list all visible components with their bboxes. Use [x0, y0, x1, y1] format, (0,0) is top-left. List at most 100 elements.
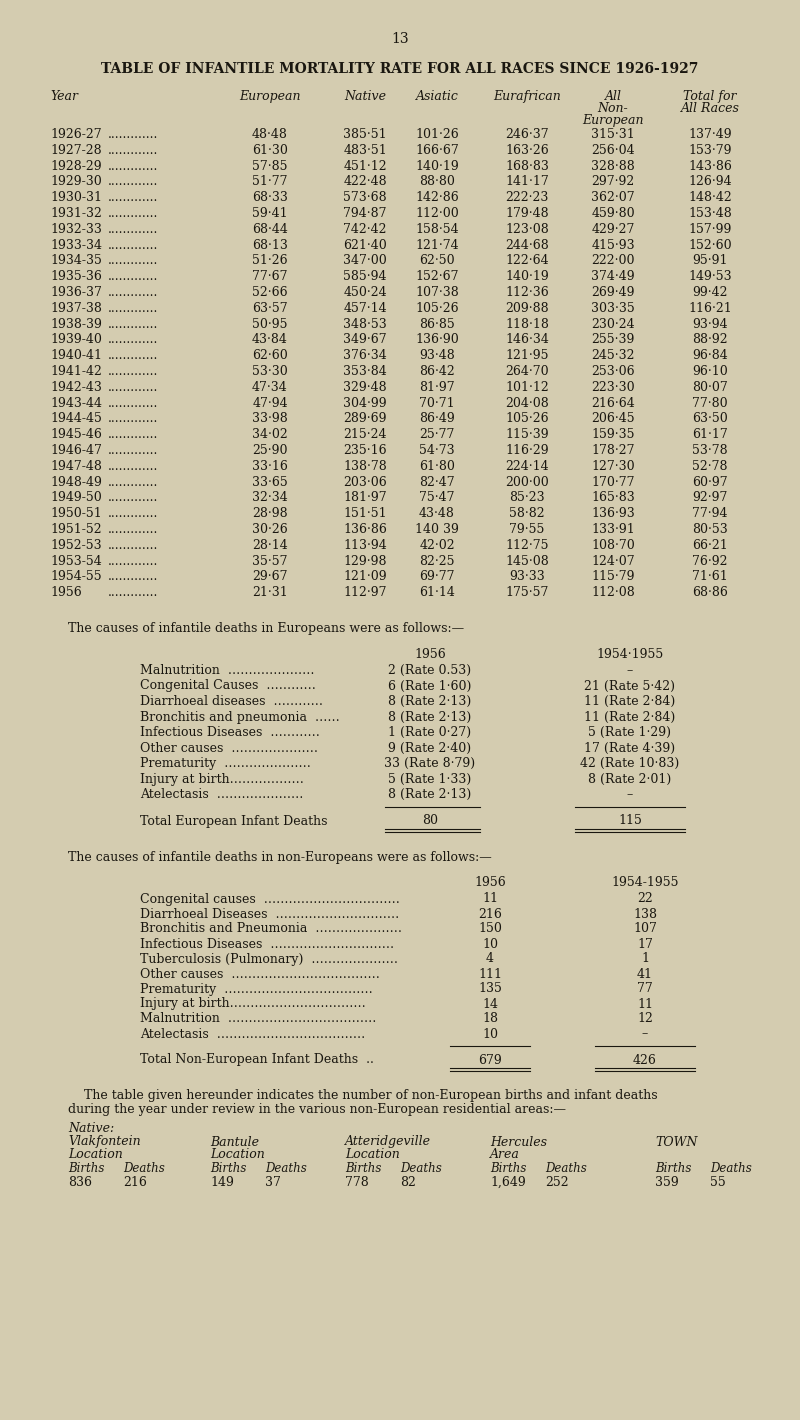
Text: 51·26: 51·26 [252, 254, 288, 267]
Text: 88·80: 88·80 [419, 176, 455, 189]
Text: The table given hereunder indicates the number of non-European births and infant: The table given hereunder indicates the … [68, 1089, 658, 1102]
Text: 252: 252 [545, 1176, 569, 1189]
Text: 1954·1955: 1954·1955 [596, 648, 664, 660]
Text: Tuberculosis (Pulmonary)  …………………: Tuberculosis (Pulmonary) ………………… [140, 953, 398, 966]
Text: Atteridgeville: Atteridgeville [345, 1136, 431, 1149]
Text: Births: Births [490, 1162, 526, 1174]
Text: Births: Births [210, 1162, 246, 1174]
Text: 328·88: 328·88 [591, 159, 635, 173]
Text: .............: ............. [108, 285, 158, 300]
Text: 59·41: 59·41 [252, 207, 288, 220]
Text: 116·21: 116·21 [688, 302, 732, 315]
Text: .............: ............. [108, 412, 158, 426]
Text: 206·45: 206·45 [591, 412, 635, 426]
Text: 224·14: 224·14 [505, 460, 549, 473]
Text: Births: Births [68, 1162, 104, 1174]
Text: Deaths: Deaths [265, 1162, 306, 1174]
Text: 105·26: 105·26 [415, 302, 459, 315]
Text: 1934-35: 1934-35 [50, 254, 102, 267]
Text: 68·13: 68·13 [252, 239, 288, 251]
Text: 9 (Rate 2·40): 9 (Rate 2·40) [389, 741, 471, 754]
Text: Asiatic: Asiatic [415, 89, 458, 104]
Text: Vlakfontein: Vlakfontein [68, 1136, 141, 1149]
Text: 69·77: 69·77 [419, 571, 454, 584]
Text: 57·85: 57·85 [252, 159, 288, 173]
Text: 60·97: 60·97 [692, 476, 728, 488]
Text: 303·35: 303·35 [591, 302, 635, 315]
Text: 1936-37: 1936-37 [50, 285, 102, 300]
Text: 79·55: 79·55 [510, 523, 545, 535]
Text: 244·68: 244·68 [505, 239, 549, 251]
Text: 107·38: 107·38 [415, 285, 459, 300]
Text: 359: 359 [655, 1176, 678, 1189]
Text: 82·25: 82·25 [419, 555, 454, 568]
Text: 1956: 1956 [474, 876, 506, 889]
Text: 145·08: 145·08 [505, 555, 549, 568]
Text: 483·51: 483·51 [343, 143, 387, 156]
Text: 76·92: 76·92 [692, 555, 728, 568]
Text: Location: Location [68, 1149, 122, 1162]
Text: 1948-49: 1948-49 [50, 476, 102, 488]
Text: 77·94: 77·94 [692, 507, 728, 520]
Text: 153·48: 153·48 [688, 207, 732, 220]
Text: .............: ............. [108, 523, 158, 535]
Text: 200·00: 200·00 [505, 476, 549, 488]
Text: 230·24: 230·24 [591, 318, 635, 331]
Text: 429·27: 429·27 [591, 223, 634, 236]
Text: .............: ............. [108, 207, 158, 220]
Text: 105·26: 105·26 [505, 412, 549, 426]
Text: Malnutrition  …………………: Malnutrition ………………… [140, 665, 314, 677]
Text: 297·92: 297·92 [591, 176, 634, 189]
Text: 8 (Rate 2·13): 8 (Rate 2·13) [388, 694, 472, 709]
Text: 101·12: 101·12 [505, 381, 549, 393]
Text: 1945-46: 1945-46 [50, 429, 102, 442]
Text: 80: 80 [422, 815, 438, 828]
Text: 12: 12 [637, 1012, 653, 1025]
Text: 140·19: 140·19 [505, 270, 549, 283]
Text: 122·64: 122·64 [505, 254, 549, 267]
Text: .............: ............. [108, 334, 158, 346]
Text: 86·85: 86·85 [419, 318, 455, 331]
Text: 215·24: 215·24 [343, 429, 386, 442]
Text: 68·33: 68·33 [252, 192, 288, 204]
Text: 1944-45: 1944-45 [50, 412, 102, 426]
Text: 112·00: 112·00 [415, 207, 459, 220]
Text: 794·87: 794·87 [343, 207, 386, 220]
Text: 53·30: 53·30 [252, 365, 288, 378]
Text: 35·57: 35·57 [252, 555, 288, 568]
Text: 585·94: 585·94 [343, 270, 386, 283]
Text: 135: 135 [478, 983, 502, 995]
Text: 1939-40: 1939-40 [50, 334, 102, 346]
Text: 47·94: 47·94 [252, 396, 288, 409]
Text: .............: ............. [108, 159, 158, 173]
Text: 123·08: 123·08 [505, 223, 549, 236]
Text: 204·08: 204·08 [505, 396, 549, 409]
Text: 136·86: 136·86 [343, 523, 387, 535]
Text: Other causes  …………………: Other causes ………………… [140, 741, 318, 754]
Text: 30·26: 30·26 [252, 523, 288, 535]
Text: 112·36: 112·36 [505, 285, 549, 300]
Text: 118·18: 118·18 [505, 318, 549, 331]
Text: 111: 111 [478, 967, 502, 980]
Text: 223·30: 223·30 [591, 381, 635, 393]
Text: 289·69: 289·69 [343, 412, 386, 426]
Text: 92·97: 92·97 [692, 491, 728, 504]
Text: 93·94: 93·94 [692, 318, 728, 331]
Text: 11 (Rate 2·84): 11 (Rate 2·84) [584, 710, 676, 724]
Text: The causes of infantile deaths in non-Europeans were as follows:—: The causes of infantile deaths in non-Eu… [68, 851, 492, 863]
Text: 33 (Rate 8·79): 33 (Rate 8·79) [385, 757, 475, 770]
Text: All Races: All Races [681, 102, 739, 115]
Text: 28·98: 28·98 [252, 507, 288, 520]
Text: Infectious Diseases  …………: Infectious Diseases ………… [140, 726, 320, 738]
Text: .............: ............. [108, 586, 158, 599]
Text: 126·94: 126·94 [688, 176, 732, 189]
Text: Total European Infant Deaths: Total European Infant Deaths [140, 815, 327, 828]
Text: 1928-29: 1928-29 [50, 159, 102, 173]
Text: 1929-30: 1929-30 [50, 176, 102, 189]
Text: 235·16: 235·16 [343, 444, 387, 457]
Text: 11: 11 [637, 997, 653, 1011]
Text: 1,649: 1,649 [490, 1176, 526, 1189]
Text: All: All [605, 89, 622, 104]
Text: 51·77: 51·77 [252, 176, 288, 189]
Text: 129·98: 129·98 [343, 555, 386, 568]
